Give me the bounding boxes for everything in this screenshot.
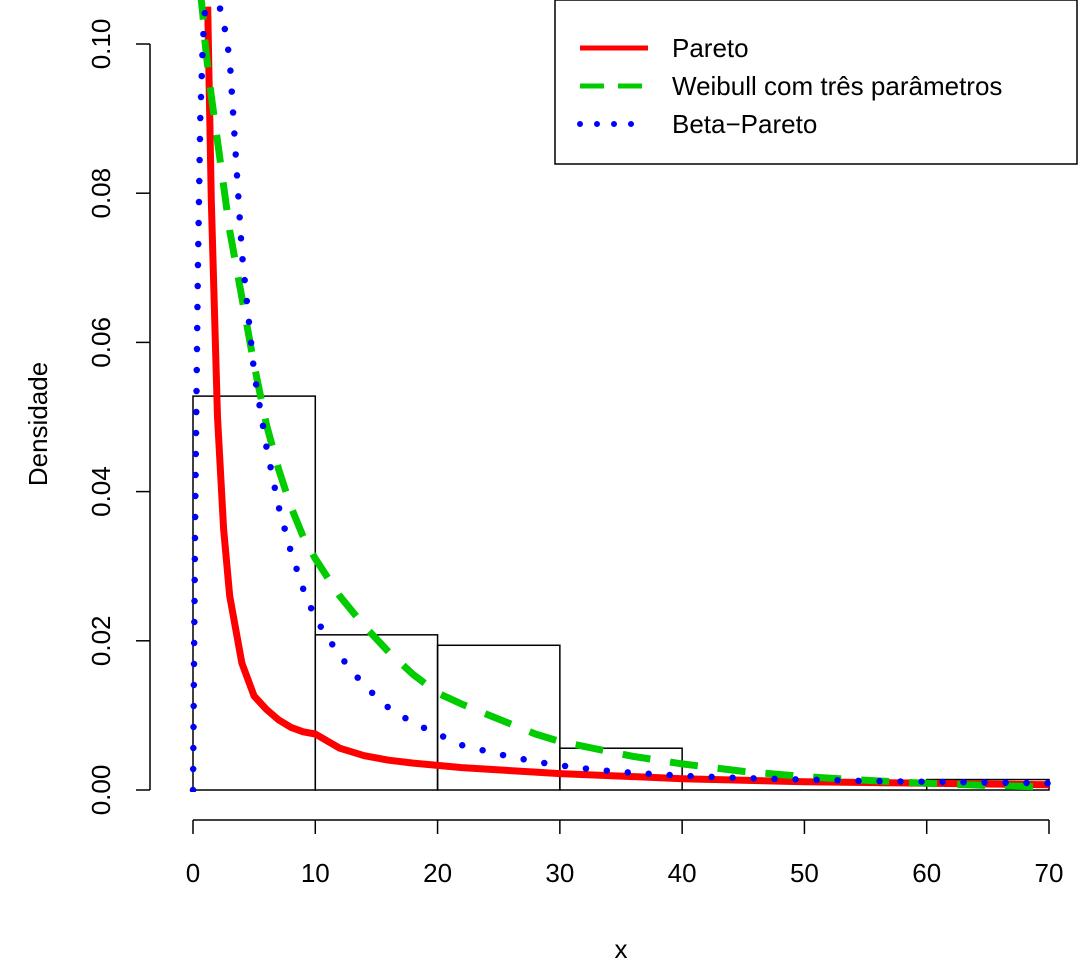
legend-label-beta-pareto: Beta−Pareto <box>672 109 817 139</box>
x-tick-label: 40 <box>668 858 697 888</box>
y-axis: 0.00 0.02 0.04 0.06 0.08 0.10 <box>86 19 150 816</box>
y-tick-label: 0.00 <box>86 765 116 816</box>
x-tick-label: 50 <box>790 858 819 888</box>
y-tick-label: 0.08 <box>86 168 116 219</box>
x-tick-label: 60 <box>912 858 941 888</box>
x-tick-label: 0 <box>186 858 200 888</box>
y-tick-label: 0.06 <box>86 317 116 368</box>
y-axis-label: Densidade <box>23 362 53 486</box>
y-tick-label: 0.04 <box>86 466 116 517</box>
legend-label-weibull-com-tres-parametros: Weibull com três parâmetros <box>672 71 1002 101</box>
legend-label-pareto: Pareto <box>672 33 749 63</box>
histogram-bar-3 <box>560 748 682 790</box>
x-tick-label: 30 <box>545 858 574 888</box>
histogram <box>193 396 1049 790</box>
y-tick-label: 0.02 <box>86 615 116 666</box>
x-tick-label: 10 <box>301 858 330 888</box>
x-axis-label: x <box>615 934 628 964</box>
x-tick-label: 70 <box>1035 858 1064 888</box>
x-axis: 0 10 20 30 40 50 60 70 <box>186 820 1064 888</box>
y-tick-label: 0.10 <box>86 19 116 70</box>
legend: Pareto Weibull com três parâmetros Beta−Pa… <box>555 0 1077 164</box>
x-tick-label: 20 <box>423 858 452 888</box>
